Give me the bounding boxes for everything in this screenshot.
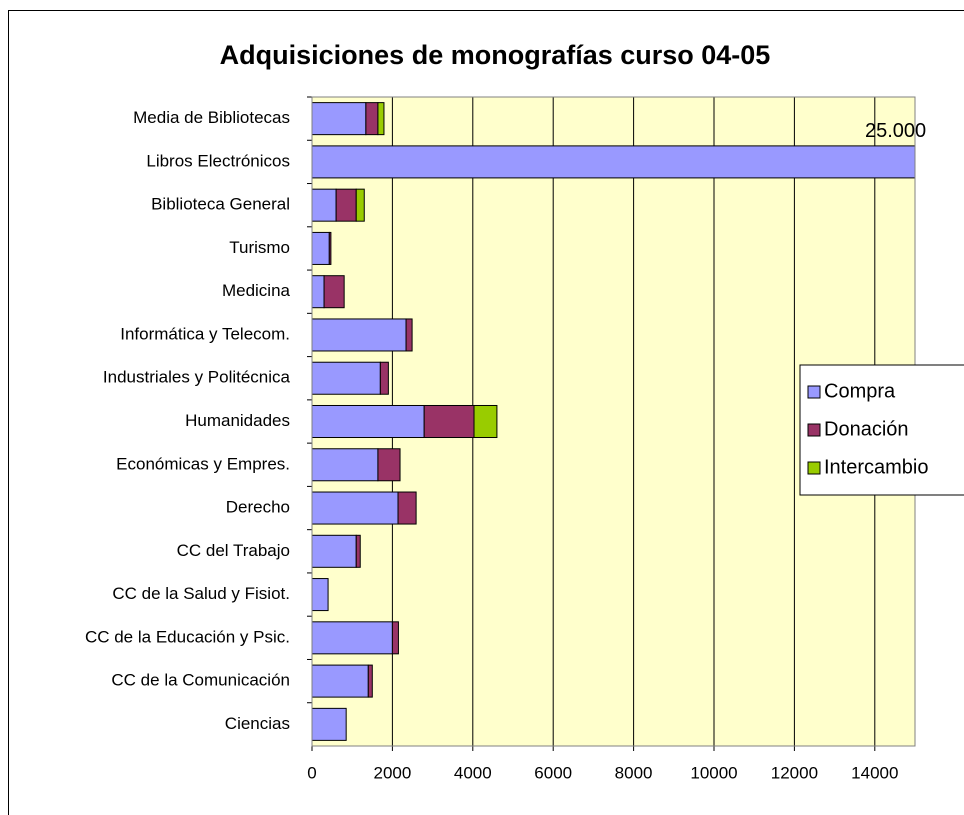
legend-label: Compra	[824, 380, 896, 402]
bar-segment	[312, 664, 369, 698]
y-tick-label: CC de la Comunicación	[111, 671, 290, 690]
x-tick-label: 10000	[690, 763, 737, 782]
bar-segment	[391, 621, 399, 655]
bar-segment	[312, 188, 337, 222]
bar-segment	[312, 404, 425, 439]
y-tick-label: CC de la Salud y Fisiot.	[112, 584, 290, 603]
legend-label: Intercambio	[824, 456, 929, 478]
y-tick-label: Ciencias	[225, 714, 290, 733]
y-tick-label: Económicas y Empres.	[116, 454, 290, 473]
bar-segment	[397, 491, 417, 525]
bar-segment	[423, 404, 475, 439]
y-tick-label: Libros Electrónicos	[146, 151, 290, 170]
bar-segment	[312, 534, 357, 568]
y-tick-label: Media de Bibliotecas	[133, 108, 290, 127]
y-tick-label: Biblioteca General	[151, 195, 290, 214]
bar-segment	[312, 145, 915, 179]
y-tick-label: Informática y Telecom.	[120, 324, 290, 343]
legend-swatch	[807, 423, 821, 437]
bar-segment	[312, 275, 325, 309]
bar-segment	[312, 621, 393, 655]
chart-title: Adquisiciones de monografías curso 04-05	[220, 40, 771, 70]
x-tick-label: 14000	[851, 763, 898, 782]
bar-segment	[312, 231, 330, 265]
x-tick-label: 8000	[615, 763, 653, 782]
y-tick-label: Industriales y Politécnica	[103, 368, 291, 387]
bar-segment	[473, 404, 498, 439]
bar-segment	[328, 231, 332, 265]
y-tick-label: CC del Trabajo	[177, 541, 290, 560]
legend-box	[799, 364, 964, 496]
bar-segment	[379, 361, 389, 395]
bar-segment	[312, 448, 379, 482]
bar-segment	[312, 318, 407, 352]
bar-segment	[312, 707, 347, 741]
x-tick-label: 0	[307, 763, 316, 782]
bar-segment	[365, 102, 379, 136]
x-tick-label: 12000	[771, 763, 818, 782]
bar-segment	[312, 361, 381, 395]
y-tick-label: Humanidades	[185, 411, 290, 430]
bar-segment	[367, 664, 373, 698]
bar-segment	[405, 318, 413, 352]
data-label: 25.000	[865, 120, 926, 142]
bar-segment	[377, 102, 385, 136]
bar-segment	[335, 188, 357, 222]
bar-segment	[355, 534, 361, 568]
bars	[312, 102, 915, 741]
bar-segment	[312, 578, 329, 612]
y-tick-label: CC de la Educación y Psic.	[85, 627, 290, 646]
x-tick-label: 4000	[454, 763, 492, 782]
legend-label: Donación	[824, 418, 909, 440]
bar-segment	[312, 491, 399, 525]
legend-swatch	[807, 385, 821, 399]
legend-swatch	[807, 461, 821, 475]
x-tick-label: 2000	[373, 763, 411, 782]
bar-segment	[323, 275, 345, 309]
bar-segment	[355, 188, 365, 222]
x-tick-label: 6000	[534, 763, 572, 782]
y-tick-label: Medicina	[222, 281, 291, 300]
bar-segment	[377, 448, 401, 482]
bar-segment	[312, 102, 367, 136]
y-tick-label: Turismo	[229, 238, 290, 257]
y-tick-label: Derecho	[226, 498, 290, 517]
